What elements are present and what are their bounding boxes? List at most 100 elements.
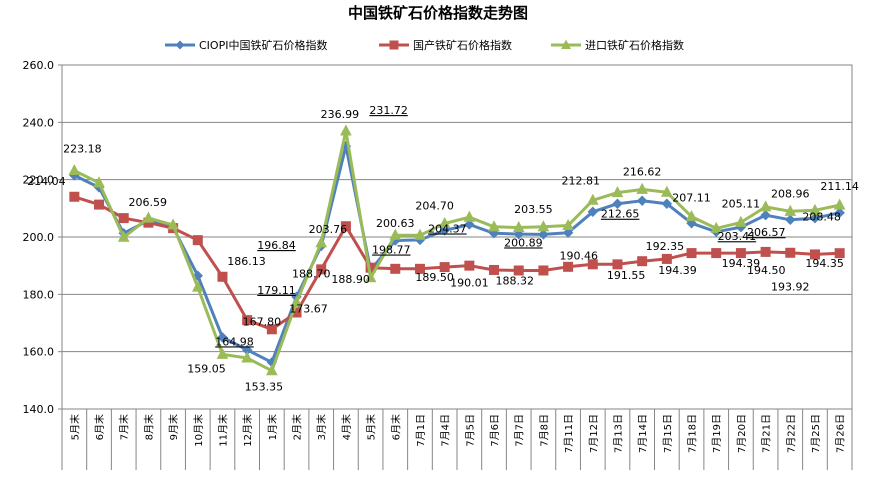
series-marker-3 — [784, 204, 797, 216]
data-label: 194.35 — [805, 257, 844, 270]
y-tick-label: 240.0 — [23, 116, 55, 129]
series-marker-1 — [809, 212, 821, 224]
data-label: 188.90 — [331, 273, 370, 286]
series-marker-3 — [759, 200, 772, 212]
data-label: 200.89 — [504, 236, 543, 249]
series-marker-1 — [217, 332, 228, 343]
series-marker-3 — [611, 185, 624, 198]
series-marker-3 — [488, 220, 500, 232]
data-label: 214.04 — [27, 175, 66, 188]
y-tick-label: 180.0 — [23, 288, 55, 301]
y-tick-label: 220.0 — [23, 174, 55, 187]
series-marker-1 — [464, 219, 475, 230]
data-label: 212.65 — [601, 208, 640, 221]
series-marker-3 — [735, 215, 747, 227]
x-tick-label: 7月22日 — [785, 414, 797, 453]
series-marker-1 — [661, 198, 673, 209]
data-label: 203.76 — [309, 223, 348, 236]
series-marker-2 — [266, 324, 277, 335]
y-tick-label: 260.0 — [23, 59, 55, 72]
data-label: 207.11 — [672, 192, 711, 205]
series-marker-2 — [809, 249, 820, 260]
data-label: 159.05 — [187, 362, 226, 375]
series-marker-2 — [439, 262, 450, 273]
series-marker-1 — [785, 214, 796, 226]
series-marker-2 — [217, 271, 228, 282]
series-marker-3 — [685, 210, 698, 222]
series-marker-3 — [93, 176, 105, 188]
x-tick-label: 7月19日 — [711, 414, 723, 453]
series-marker-3 — [414, 228, 426, 240]
x-tick-label: 7月26日 — [835, 414, 847, 453]
x-tick-label: 6月末 — [93, 414, 106, 440]
series-marker-2 — [637, 256, 648, 267]
data-label: 186.13 — [227, 255, 266, 268]
data-label: 192.35 — [646, 240, 685, 253]
series-marker-3 — [636, 182, 648, 194]
data-label: 190.46 — [560, 249, 599, 262]
data-label: 167.80 — [243, 315, 282, 328]
data-label: 236.99 — [321, 108, 360, 121]
data-label: 153.35 — [245, 381, 284, 394]
series-marker-3 — [266, 364, 278, 376]
x-tick-label: 3月末 — [315, 414, 328, 440]
series-marker-3 — [364, 271, 377, 283]
y-tick-label: 140.0 — [23, 403, 55, 416]
series-marker-2 — [538, 265, 549, 276]
series-marker-2 — [242, 315, 253, 326]
series-marker-3 — [833, 198, 846, 210]
legend-label: 进口铁矿石价格指数 — [585, 38, 684, 52]
legend-marker — [175, 40, 185, 50]
x-tick-label: 7月7日 — [514, 414, 526, 447]
series-layer — [68, 124, 846, 376]
series-marker-2 — [340, 221, 351, 232]
x-tick-label: 11月末 — [216, 414, 229, 447]
x-tick-label: 4月末 — [340, 414, 353, 440]
data-label: 198.77 — [372, 244, 411, 257]
series-marker-2 — [118, 213, 129, 224]
series-marker-3 — [463, 210, 476, 222]
series-marker-3 — [290, 295, 303, 307]
data-label: 231.72 — [369, 104, 408, 117]
series-marker-1 — [612, 198, 623, 209]
series-marker-2 — [390, 263, 401, 274]
x-tick-label: 7月1日 — [415, 414, 427, 447]
series-marker-2 — [513, 265, 524, 276]
series-marker-3 — [537, 220, 550, 232]
legend-label: 国产铁矿石价格指数 — [413, 38, 512, 52]
data-label: 190.01 — [450, 277, 489, 290]
x-tick-label: 8月末 — [142, 414, 155, 440]
series-marker-3 — [117, 230, 130, 242]
x-tick-label: 9月末 — [167, 414, 180, 440]
axis-layer: 140.0 160.0 180.0 200.0 220.0 240.0 260.0 5月末 6月… — [23, 59, 853, 470]
data-label: 204.70 — [415, 200, 454, 213]
data-label: 212.81 — [562, 174, 601, 187]
series-marker-2 — [785, 247, 796, 258]
series-marker-3 — [142, 211, 155, 223]
data-label: 164.98 — [215, 335, 254, 348]
series-marker-2 — [69, 191, 80, 202]
data-label: 206.57 — [747, 226, 786, 239]
x-tick-label: 5月末 — [68, 414, 81, 440]
x-tick-label: 7月21日 — [761, 414, 773, 453]
series-marker-3 — [315, 236, 328, 248]
data-label: 203.55 — [514, 203, 553, 216]
x-tick-label: 7月14日 — [637, 414, 649, 453]
x-tick-label: 5月末 — [365, 414, 378, 440]
series-marker-2 — [711, 248, 722, 259]
legend-marker — [561, 39, 571, 49]
x-tick-label: 7月18日 — [687, 414, 699, 453]
series-marker-2 — [735, 248, 746, 259]
series-marker-2 — [489, 264, 500, 275]
legend: CIOPI中国铁矿石价格指数 国产铁矿石价格指数 进口铁矿石价格指数 — [165, 38, 684, 52]
series-marker-3 — [512, 220, 525, 233]
x-tick-label: 10月末 — [192, 414, 205, 447]
data-label: 206.59 — [128, 196, 167, 209]
x-tick-label: 7月12日 — [588, 414, 600, 453]
series-marker-3 — [340, 124, 352, 136]
series-line-3 — [73, 129, 841, 373]
series-marker-1 — [587, 206, 598, 217]
data-label: 216.62 — [623, 165, 662, 178]
legend-label: CIOPI中国铁矿石价格指数 — [199, 38, 327, 52]
y-tick-label: 200.0 — [23, 231, 55, 244]
